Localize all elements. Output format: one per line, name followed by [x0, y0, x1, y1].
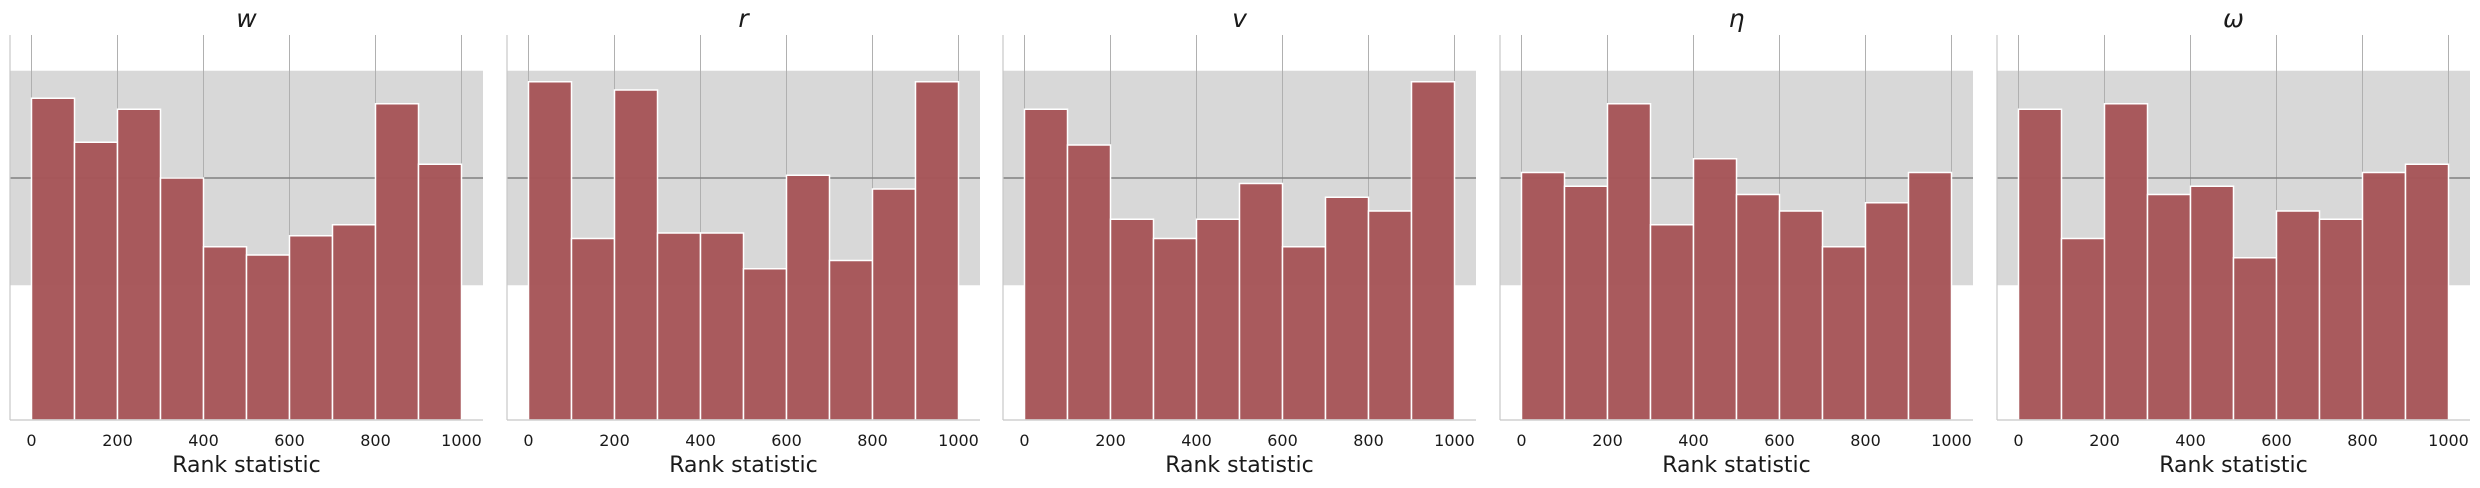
histogram-bar	[1821, 246, 1867, 421]
histogram-bar	[699, 232, 745, 421]
x-tick-label: 800	[1353, 431, 1384, 450]
histogram-bar	[116, 108, 162, 421]
x-tick-label: 800	[1850, 431, 1881, 450]
histogram-bar	[1907, 171, 1953, 421]
histogram-bar	[785, 174, 831, 421]
histogram-panel-1: 0 200 400 600 800 1000 Rank statistic r	[506, 4, 980, 478]
histogram-bar	[527, 81, 573, 421]
x-tick-label: 1000	[441, 431, 482, 450]
x-tick-label: 1000	[2428, 431, 2469, 450]
histogram-bar	[1195, 218, 1241, 421]
x-tick-label: 600	[1267, 431, 1298, 450]
histogram-bar	[871, 188, 917, 421]
histogram-bar	[1778, 210, 1824, 421]
histogram-bar	[1649, 224, 1695, 421]
histogram-bar	[2232, 257, 2278, 421]
histogram-bar	[374, 103, 420, 421]
histogram-bar	[288, 235, 334, 421]
histogram-bar	[914, 81, 960, 421]
histogram-bar	[2318, 218, 2364, 421]
histogram-bar	[2146, 193, 2192, 421]
x-tick-label: 1000	[1434, 431, 1475, 450]
histogram-bar	[2060, 237, 2106, 421]
histogram-bar	[30, 97, 76, 421]
histogram-bar	[2404, 163, 2450, 421]
histogram-bar	[202, 246, 248, 421]
histogram-bar	[1152, 237, 1198, 421]
x-tick-label: 600	[2261, 431, 2292, 450]
histogram-bar	[1281, 246, 1327, 421]
x-tick-label: 600	[771, 431, 802, 450]
x-axis-label: Rank statistic	[1662, 453, 1811, 478]
x-tick-label: 600	[274, 431, 305, 450]
x-axis-label: Rank statistic	[1165, 453, 1314, 478]
histogram-bar	[2017, 108, 2063, 421]
x-tick-label: 0	[2013, 431, 2023, 450]
x-tick-label: 200	[1095, 431, 1126, 450]
x-tick-label: 400	[2175, 431, 2206, 450]
histogram-bar	[1023, 108, 1069, 421]
x-axis-label: Rank statistic	[669, 453, 818, 478]
x-tick-label: 600	[1764, 431, 1795, 450]
histogram-bar	[331, 224, 377, 421]
histogram-panel-4: 0 200 400 600 800 1000 Rank statistic ω	[1996, 4, 2470, 478]
histogram-bar	[2275, 210, 2321, 421]
x-tick-label: 400	[1678, 431, 1709, 450]
x-tick-label: 400	[1181, 431, 1212, 450]
panel-title: r	[738, 4, 750, 33]
x-tick-label: 800	[2347, 431, 2378, 450]
histogram-bar	[417, 163, 463, 421]
histogram-panel-3: 0 200 400 600 800 1000 Rank statistic η	[1499, 4, 1973, 478]
histogram-bar	[1864, 202, 1910, 421]
histogram-bar	[1692, 158, 1738, 421]
x-tick-label: 0	[1516, 431, 1526, 450]
histogram-bar	[2189, 185, 2235, 421]
histogram-bar	[1563, 185, 1609, 421]
histogram-bar	[73, 141, 119, 421]
panel-title: v	[1232, 4, 1248, 33]
histogram-bar	[1066, 144, 1112, 421]
histogram-bar	[570, 237, 616, 421]
histogram-bar	[1520, 171, 1566, 421]
x-tick-label: 1000	[1931, 431, 1972, 450]
x-tick-label: 0	[26, 431, 36, 450]
histogram-bar	[828, 259, 874, 421]
panel-title: ω	[2223, 4, 2244, 33]
panel-title: η	[1729, 4, 1745, 33]
x-tick-label: 400	[685, 431, 716, 450]
x-axis-label: Rank statistic	[172, 453, 321, 478]
histogram-bar	[1238, 182, 1284, 421]
histogram-bar	[2361, 171, 2407, 421]
x-tick-label: 800	[360, 431, 391, 450]
histogram-bar	[656, 232, 702, 421]
histogram-bar	[2103, 103, 2149, 421]
panel-title: w	[236, 4, 257, 33]
histogram-panel-2: 0 200 400 600 800 1000 Rank statistic v	[1002, 4, 1476, 478]
x-tick-label: 400	[188, 431, 219, 450]
histogram-bar	[1367, 210, 1413, 421]
x-tick-label: 200	[102, 431, 133, 450]
x-tick-label: 0	[1019, 431, 1029, 450]
histogram-bar	[1735, 193, 1781, 421]
x-tick-label: 800	[857, 431, 888, 450]
histogram-bar	[742, 268, 788, 421]
histogram-bar	[613, 89, 659, 421]
histogram-bar	[1109, 218, 1155, 421]
x-tick-label: 200	[2089, 431, 2120, 450]
histogram-bar	[1410, 81, 1456, 421]
x-tick-label: 200	[1592, 431, 1623, 450]
histogram-bar	[245, 254, 291, 421]
histogram-bar	[1606, 103, 1652, 421]
x-tick-label: 1000	[938, 431, 979, 450]
x-axis-label: Rank statistic	[2159, 453, 2308, 478]
histogram-bar	[159, 177, 205, 421]
x-tick-label: 0	[523, 431, 533, 450]
x-tick-label: 200	[599, 431, 630, 450]
histogram-panel-0: 0 200 400 600 800 1000 Rank statistic w	[9, 4, 483, 478]
histogram-bar	[1324, 196, 1370, 421]
